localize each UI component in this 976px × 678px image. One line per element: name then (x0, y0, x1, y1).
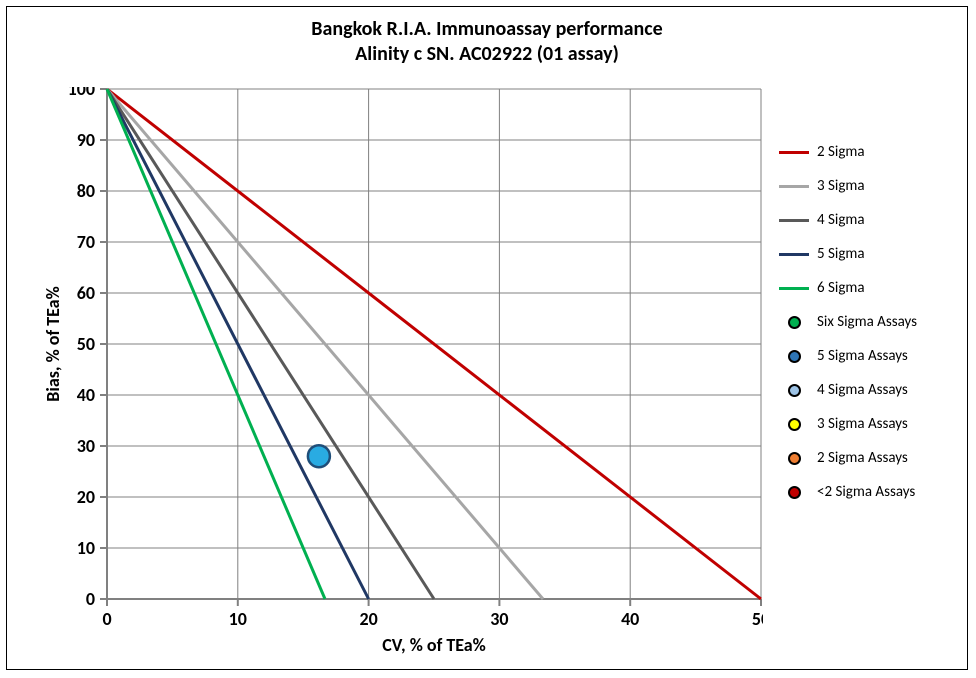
chart-title-block: Bangkok R.I.A. Immunoassay performance A… (7, 17, 967, 67)
svg-text:80: 80 (77, 180, 95, 202)
legend-row: 4 Sigma (777, 203, 917, 237)
legend-swatch (777, 253, 811, 256)
legend-label: 5 Sigma (811, 245, 865, 263)
legend-row: 3 Sigma (777, 169, 917, 203)
legend-row: 6 Sigma (777, 271, 917, 305)
svg-text:CV, % of TEa%: CV, % of TEa% (382, 634, 486, 656)
legend-swatch (777, 219, 811, 222)
legend-row: 4 Sigma Assays (777, 373, 917, 407)
legend-row: 2 Sigma (777, 135, 917, 169)
svg-text:10: 10 (77, 537, 95, 559)
legend-label: 5 Sigma Assays (811, 347, 908, 365)
legend-swatch (777, 185, 811, 188)
svg-text:50: 50 (77, 333, 95, 355)
svg-text:20: 20 (77, 486, 95, 508)
legend-label: 3 Sigma (811, 177, 865, 195)
plot-svg: 0 10 20 30 40 50 0 10 20 30 40 50 60 70 80 90 100 CV, % o… (43, 87, 763, 659)
legend-row: 2 Sigma Assays (777, 441, 917, 475)
svg-text:40: 40 (77, 384, 95, 406)
legend-label: 4 Sigma (811, 211, 865, 229)
svg-text:20: 20 (359, 608, 377, 630)
chart-title-line1: Bangkok R.I.A. Immunoassay performance (7, 17, 967, 42)
svg-text:100: 100 (68, 87, 95, 100)
legend: 2 Sigma 3 Sigma 4 Sigma 5 Sigma 6 Sigma Six S… (777, 135, 917, 509)
svg-text:Bias, % of TEa%: Bias, % of TEa% (43, 286, 64, 401)
legend-swatch (777, 350, 811, 363)
legend-label: 2 Sigma (811, 143, 865, 161)
legend-swatch (777, 316, 811, 329)
legend-row: 3 Sigma Assays (777, 407, 917, 441)
svg-text:70: 70 (77, 231, 95, 253)
legend-label: 2 Sigma Assays (811, 449, 908, 467)
svg-text:30: 30 (77, 435, 95, 457)
chart-title-line2: Alinity c SN. AC02922 (01 assay) (7, 42, 967, 67)
legend-swatch (777, 287, 811, 290)
svg-text:0: 0 (102, 608, 111, 630)
legend-swatch (777, 452, 811, 465)
svg-text:40: 40 (621, 608, 639, 630)
legend-row: Six Sigma Assays (777, 305, 917, 339)
legend-row: 5 Sigma (777, 237, 917, 271)
svg-text:60: 60 (77, 282, 95, 304)
data-point (308, 445, 330, 467)
legend-swatch (777, 151, 811, 154)
legend-row: 5 Sigma Assays (777, 339, 917, 373)
svg-text:10: 10 (229, 608, 247, 630)
legend-label: <2 Sigma Assays (811, 483, 915, 501)
legend-swatch (777, 384, 811, 397)
legend-label: 6 Sigma (811, 279, 865, 297)
svg-text:30: 30 (490, 608, 508, 630)
svg-text:50: 50 (752, 608, 763, 630)
legend-swatch (777, 418, 811, 431)
legend-label: 3 Sigma Assays (811, 415, 908, 433)
svg-text:90: 90 (77, 129, 95, 151)
chart-frame: Bangkok R.I.A. Immunoassay performance A… (6, 6, 968, 670)
legend-swatch (777, 486, 811, 499)
svg-text:0: 0 (86, 588, 95, 610)
legend-label: Six Sigma Assays (811, 313, 917, 331)
legend-label: 4 Sigma Assays (811, 381, 908, 399)
legend-row: <2 Sigma Assays (777, 475, 917, 509)
